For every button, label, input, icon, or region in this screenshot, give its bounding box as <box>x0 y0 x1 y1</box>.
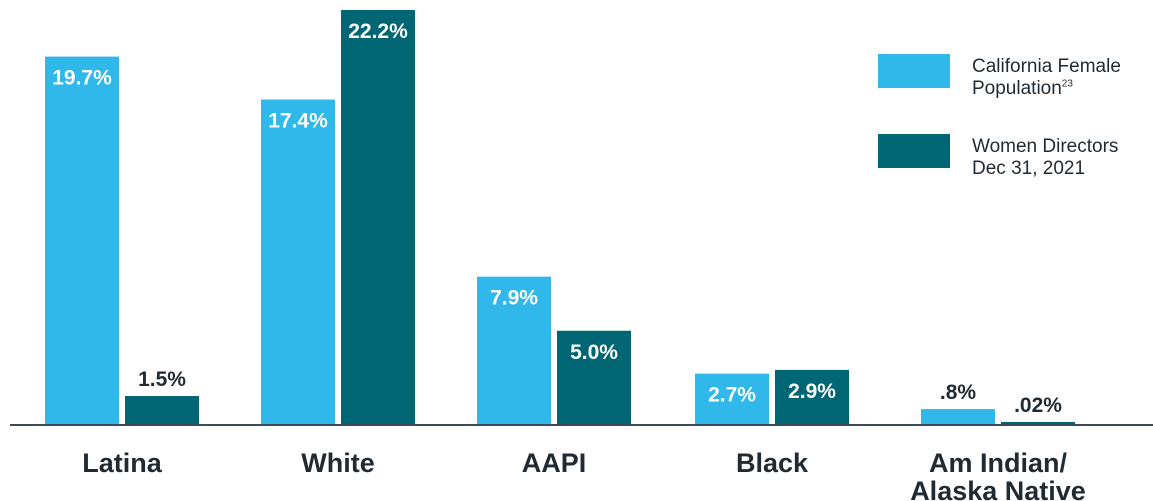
category-label-3: AAPI <box>522 448 587 478</box>
bar-1-4 <box>695 373 769 424</box>
legend-label-series-1: California Female Population23 <box>972 56 1121 99</box>
bar-1-2 <box>261 99 335 424</box>
data-label-2-5: .02% <box>1014 394 1062 417</box>
data-label-2-4: 2.9% <box>788 380 836 403</box>
bar-1-3 <box>477 276 551 424</box>
legend-label-series-2: Women Directors Dec 31, 2021 <box>972 136 1119 179</box>
legend-item-series-1: California Female Population23 <box>878 54 1153 114</box>
data-label-1-1: 19.7% <box>52 67 112 90</box>
legend-item-series-2: Women Directors Dec 31, 2021 <box>878 134 1153 194</box>
data-label-1-5: .8% <box>940 381 977 404</box>
category-label-5: Am Indian/Alaska Native <box>910 448 1086 501</box>
data-label-2-2: 22.2% <box>348 20 408 43</box>
category-label-1: Latina <box>82 448 162 478</box>
data-label-1-3: 7.9% <box>490 287 538 310</box>
bar-1-5 <box>921 409 995 424</box>
bar-2-2 <box>341 10 415 424</box>
data-label-1-2: 17.4% <box>268 110 328 133</box>
category-label-2: White <box>301 448 375 478</box>
legend-swatch-series-2 <box>878 134 950 168</box>
bar-2-5 <box>1001 422 1075 424</box>
legend-swatch-series-1 <box>878 54 950 88</box>
category-label-4: Black <box>736 448 809 478</box>
data-label-2-3: 5.0% <box>570 341 618 364</box>
bar-2-1 <box>125 396 199 424</box>
bar-1-1 <box>45 56 119 425</box>
bar-2-4 <box>775 369 849 424</box>
data-label-2-1: 1.5% <box>138 368 186 391</box>
bar-2-3 <box>557 330 631 424</box>
data-label-1-4: 2.7% <box>708 384 756 407</box>
